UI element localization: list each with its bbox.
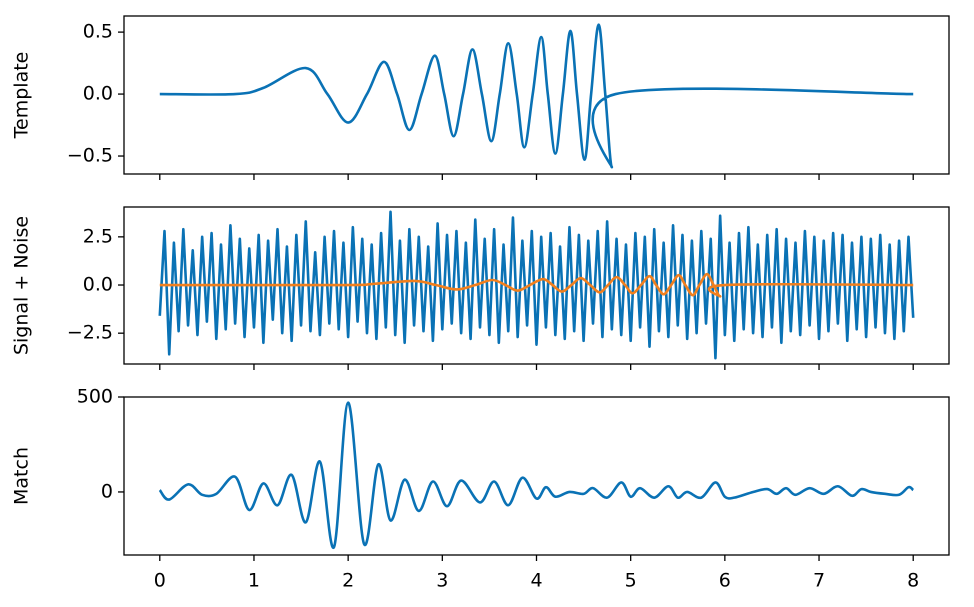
x-tick-label: 4	[530, 570, 542, 592]
axes-frame	[123, 396, 950, 556]
series-line	[159, 272, 914, 298]
x-tick-label: 3	[436, 570, 448, 592]
x-tick-label: 7	[813, 570, 825, 592]
y-tick-label: 0	[101, 480, 113, 502]
y-axis-label: Signal + Noise	[11, 216, 33, 355]
y-tick-label: −0.5	[67, 145, 113, 167]
x-tick-label: 0	[154, 570, 166, 592]
x-tick-label: 2	[342, 570, 354, 592]
y-tick-label: 2.5	[83, 225, 113, 247]
x-tick-label: 5	[625, 570, 637, 592]
x-tick-label: 8	[907, 570, 919, 592]
axes-frame	[123, 15, 950, 175]
y-tick-label: 500	[77, 386, 113, 408]
plot-area	[159, 23, 914, 169]
y-tick-label: −2.5	[67, 322, 113, 344]
x-tick-label: 6	[719, 570, 731, 592]
y-axis-label: Match	[11, 447, 33, 505]
y-tick-label: 0.0	[83, 83, 113, 105]
series-line	[158, 210, 915, 360]
y-tick-label: 0.0	[83, 274, 113, 296]
plot-area	[158, 210, 915, 360]
plot-area	[158, 401, 915, 549]
series-line	[158, 401, 915, 549]
series-line	[159, 23, 914, 169]
x-tick-label: 1	[248, 570, 260, 592]
y-axis-label: Template	[11, 52, 33, 140]
y-tick-label: 0.5	[83, 21, 113, 43]
